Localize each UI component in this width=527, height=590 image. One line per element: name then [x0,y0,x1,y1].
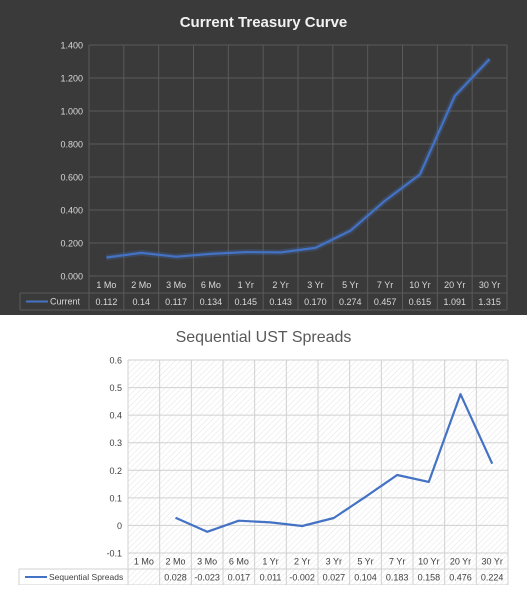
x-tick-label: 10 Yr [418,557,439,567]
data-table-value: 0.143 [269,297,292,307]
series-point [491,462,494,465]
y-tick-label: 1.000 [60,107,83,117]
chart-title: Current Treasury Curve [180,14,348,31]
data-table-value: 0.274 [339,297,362,307]
x-tick-label: 6 Mo [201,280,221,290]
data-table-value: -0.023 [194,573,220,583]
series-point [384,199,387,202]
data-table-value: 1.091 [443,297,466,307]
x-tick-label: 20 Yr [444,280,465,290]
treasury-curve-svg: Current Treasury Curve 1.400 1.200 1.000 0.8… [0,0,527,315]
series-point [237,519,240,522]
ust-spreads-chart: Sequential UST Spreads 0.6 0.5 0.4 0.3 0.2 0.1… [0,315,527,586]
series-point [105,256,108,259]
series-point [418,173,421,176]
y-tick-label: 0.4 [109,411,122,421]
y-tick-label: 1.400 [60,41,83,51]
y-tick-label: 0.3 [109,438,122,448]
series-point [279,251,282,254]
x-tick-label: 5 Yr [357,557,373,567]
series-point [427,480,430,483]
x-tick-label: 2 Yr [294,557,310,567]
data-table-value: 0.615 [409,297,432,307]
series-point [140,251,143,254]
x-tick-label: 7 Yr [389,557,405,567]
series-point [206,530,209,533]
y-tick-label: 0.600 [60,173,83,183]
x-tick-label: 1 Yr [238,280,254,290]
data-table-value: 0.158 [418,573,441,583]
x-tick-label: 6 Mo [229,557,249,567]
data-table-value: 0.476 [449,573,472,583]
x-tick-label: 3 Yr [326,557,342,567]
data-table-value: 0.027 [323,573,346,583]
data-table-value: 0.183 [386,573,409,583]
series-point [269,521,272,524]
series-point [174,516,177,519]
x-tick-label: 1 Mo [134,557,154,567]
x-tick-label: 2 Yr [272,280,288,290]
x-tick-label: 10 Yr [409,280,430,290]
data-table-value: 0.224 [481,573,504,583]
data-table-value: 0.457 [374,297,397,307]
data-table-value: 0.011 [260,573,282,583]
data-table-value: 0.145 [234,297,257,307]
series-point [244,251,247,254]
series-point [301,524,304,527]
data-table-value: 1.315 [478,297,501,307]
legend-label: Sequential Spreads [49,572,123,582]
series-point [453,94,456,97]
y-tick-label: 0.800 [60,140,83,150]
ust-spreads-svg: Sequential UST Spreads 0.6 0.5 0.4 0.3 0.2 0.1… [0,315,527,586]
data-table-value: 0.112 [95,297,117,307]
x-tick-label: 3 Yr [307,280,323,290]
y-tick-label: 1.200 [60,74,83,84]
series-point [364,495,367,498]
x-tick-label: 3 Mo [166,280,186,290]
data-table-value: 0.134 [200,297,223,307]
data-table-value: 0.104 [354,573,377,583]
legend-label: Current [50,297,81,307]
data-table-value: 0.14 [132,297,150,307]
treasury-curve-chart: Current Treasury Curve 1.400 1.200 1.000 0.8… [0,0,527,315]
x-tick-label: 5 Yr [342,280,358,290]
y-tick-label: 0.400 [60,206,83,216]
x-tick-label: 2 Mo [165,557,185,567]
y-tick-label: 0.200 [60,239,83,249]
series-line [175,393,494,533]
x-tick-label: 1 Yr [262,557,278,567]
series-point [209,252,212,255]
series-point [488,58,491,61]
x-tick-label: 1 Mo [96,280,116,290]
x-tick-label: 30 Yr [479,280,500,290]
chart-title: Sequential UST Spreads [176,329,352,346]
y-tick-label: 0.000 [60,272,83,282]
y-tick-label: 0.1 [109,493,122,503]
data-table-value: 0.017 [228,573,251,583]
series-point [175,255,178,258]
y-tick-label: 0.2 [109,466,122,476]
data-table-value: 0.170 [304,297,327,307]
x-tick-label: 2 Mo [131,280,151,290]
series-point [349,229,352,232]
series-point [332,516,335,519]
series-line [106,58,491,259]
series-point [314,246,317,249]
y-tick-label: 0.6 [109,356,122,366]
x-tick-label: 7 Yr [377,280,393,290]
y-tick-label: 0 [117,521,122,531]
series-point [396,473,399,476]
y-tick-label: -0.1 [106,549,122,559]
data-table-value: 0.117 [165,297,187,307]
x-tick-label: 30 Yr [481,557,502,567]
series-point [459,393,462,396]
data-table-value: -0.002 [289,573,315,583]
data-table-value: 0.028 [164,573,187,583]
x-tick-label: 20 Yr [450,557,471,567]
y-tick-label: 0.5 [109,383,122,393]
x-tick-label: 3 Mo [197,557,217,567]
